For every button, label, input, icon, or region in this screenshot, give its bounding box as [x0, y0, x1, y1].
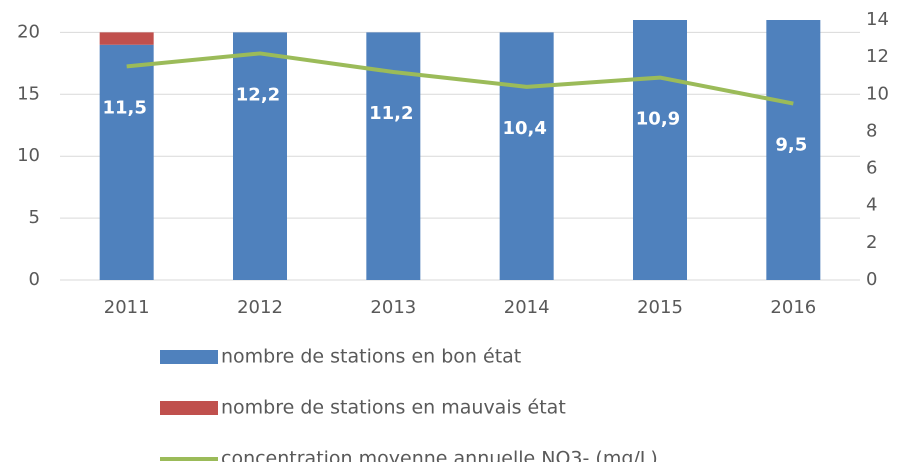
x-tick-label: 2011	[104, 297, 150, 318]
data-label: 11,2	[369, 103, 413, 124]
y2-tick-label: 6	[866, 158, 877, 179]
y2-tick-label: 4	[866, 195, 877, 216]
legend-label: nombre de stations en mauvais état	[221, 397, 566, 419]
data-label: 11,5	[102, 97, 146, 118]
bar	[233, 32, 287, 280]
y-tick-label: 5	[29, 207, 40, 228]
x-tick-label: 2014	[504, 297, 550, 318]
bar	[766, 20, 821, 280]
y2-tick-label: 14	[866, 9, 889, 30]
bar	[633, 20, 687, 280]
legend-label: nombre de stations en bon état	[221, 346, 521, 368]
x-tick-label: 2013	[370, 297, 416, 318]
bar	[99, 32, 154, 45]
legend-swatch	[160, 350, 218, 364]
y-tick-label: 20	[17, 21, 40, 42]
x-tick-label: 2015	[637, 297, 683, 318]
y-tick-label: 10	[17, 145, 40, 166]
line	[126, 51, 794, 106]
data-label: 10,9	[636, 109, 680, 130]
y-tick-label: 0	[29, 269, 40, 290]
y2-tick-label: 12	[866, 46, 889, 67]
y2-tick-label: 10	[866, 83, 889, 104]
y2-tick-label: 2	[866, 232, 877, 253]
data-label: 10,4	[502, 118, 546, 139]
data-label: 12,2	[236, 84, 280, 105]
y2-tick-label: 0	[866, 269, 877, 290]
bar	[99, 44, 154, 281]
legend-label: concentration moyenne annuelle NO3- (mg/…	[221, 448, 658, 462]
legend-swatch	[160, 401, 218, 415]
y2-tick-label: 8	[866, 120, 877, 141]
data-label: 9,5	[775, 135, 807, 156]
x-tick-label: 2016	[770, 297, 816, 318]
x-tick-label: 2012	[237, 297, 283, 318]
bar	[499, 32, 554, 280]
y-tick-label: 15	[17, 83, 40, 104]
